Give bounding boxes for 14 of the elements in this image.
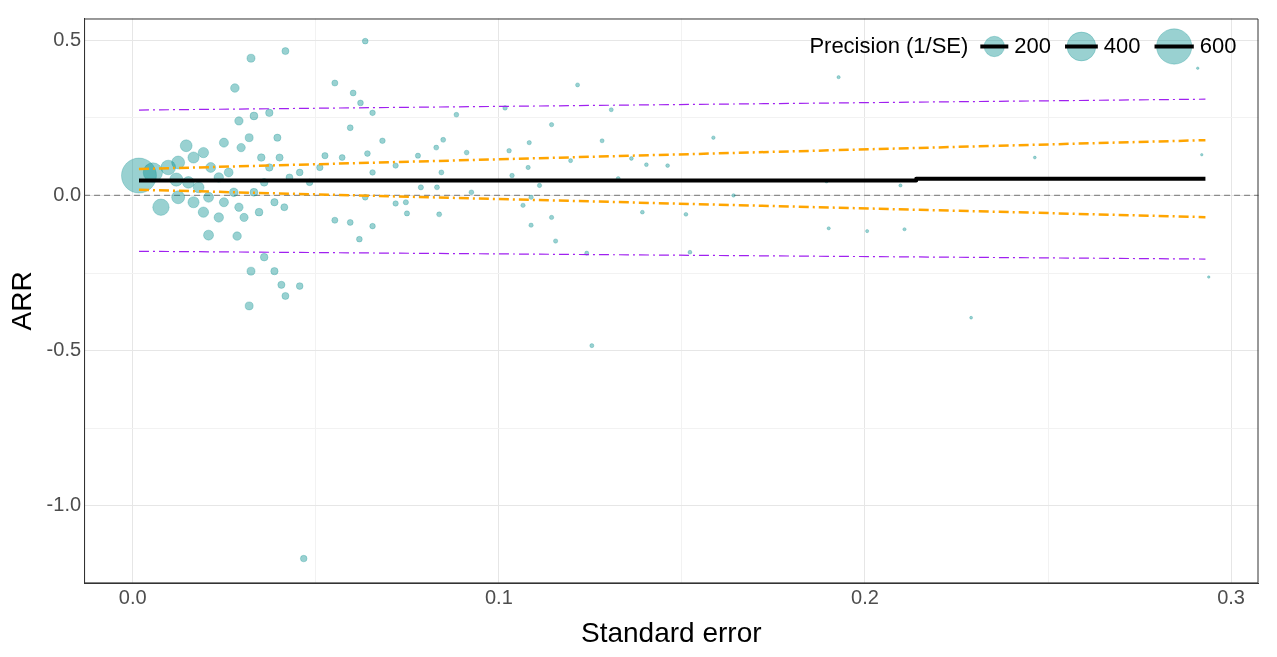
x-tick-label: 0.3 [1217, 585, 1245, 608]
x-tick-label: 0.2 [851, 585, 879, 608]
y-axis-title: ARR [5, 271, 37, 331]
legend-title: Precision (1/SE) [809, 32, 969, 58]
legend-label: 600 [1199, 32, 1237, 58]
y-tick-label: -1.0 [46, 493, 82, 516]
legend-label: 200 [1014, 32, 1052, 58]
x-tick-label: 0.0 [118, 585, 147, 608]
y-tick-label: -0.5 [46, 338, 82, 361]
x-axis-title: Standard error [581, 616, 762, 648]
y-tick-label: 0.0 [53, 182, 82, 205]
x-tick-label: 0.1 [484, 585, 513, 608]
y-tick-label: 0.5 [53, 27, 82, 50]
legend-label: 400 [1103, 32, 1141, 58]
